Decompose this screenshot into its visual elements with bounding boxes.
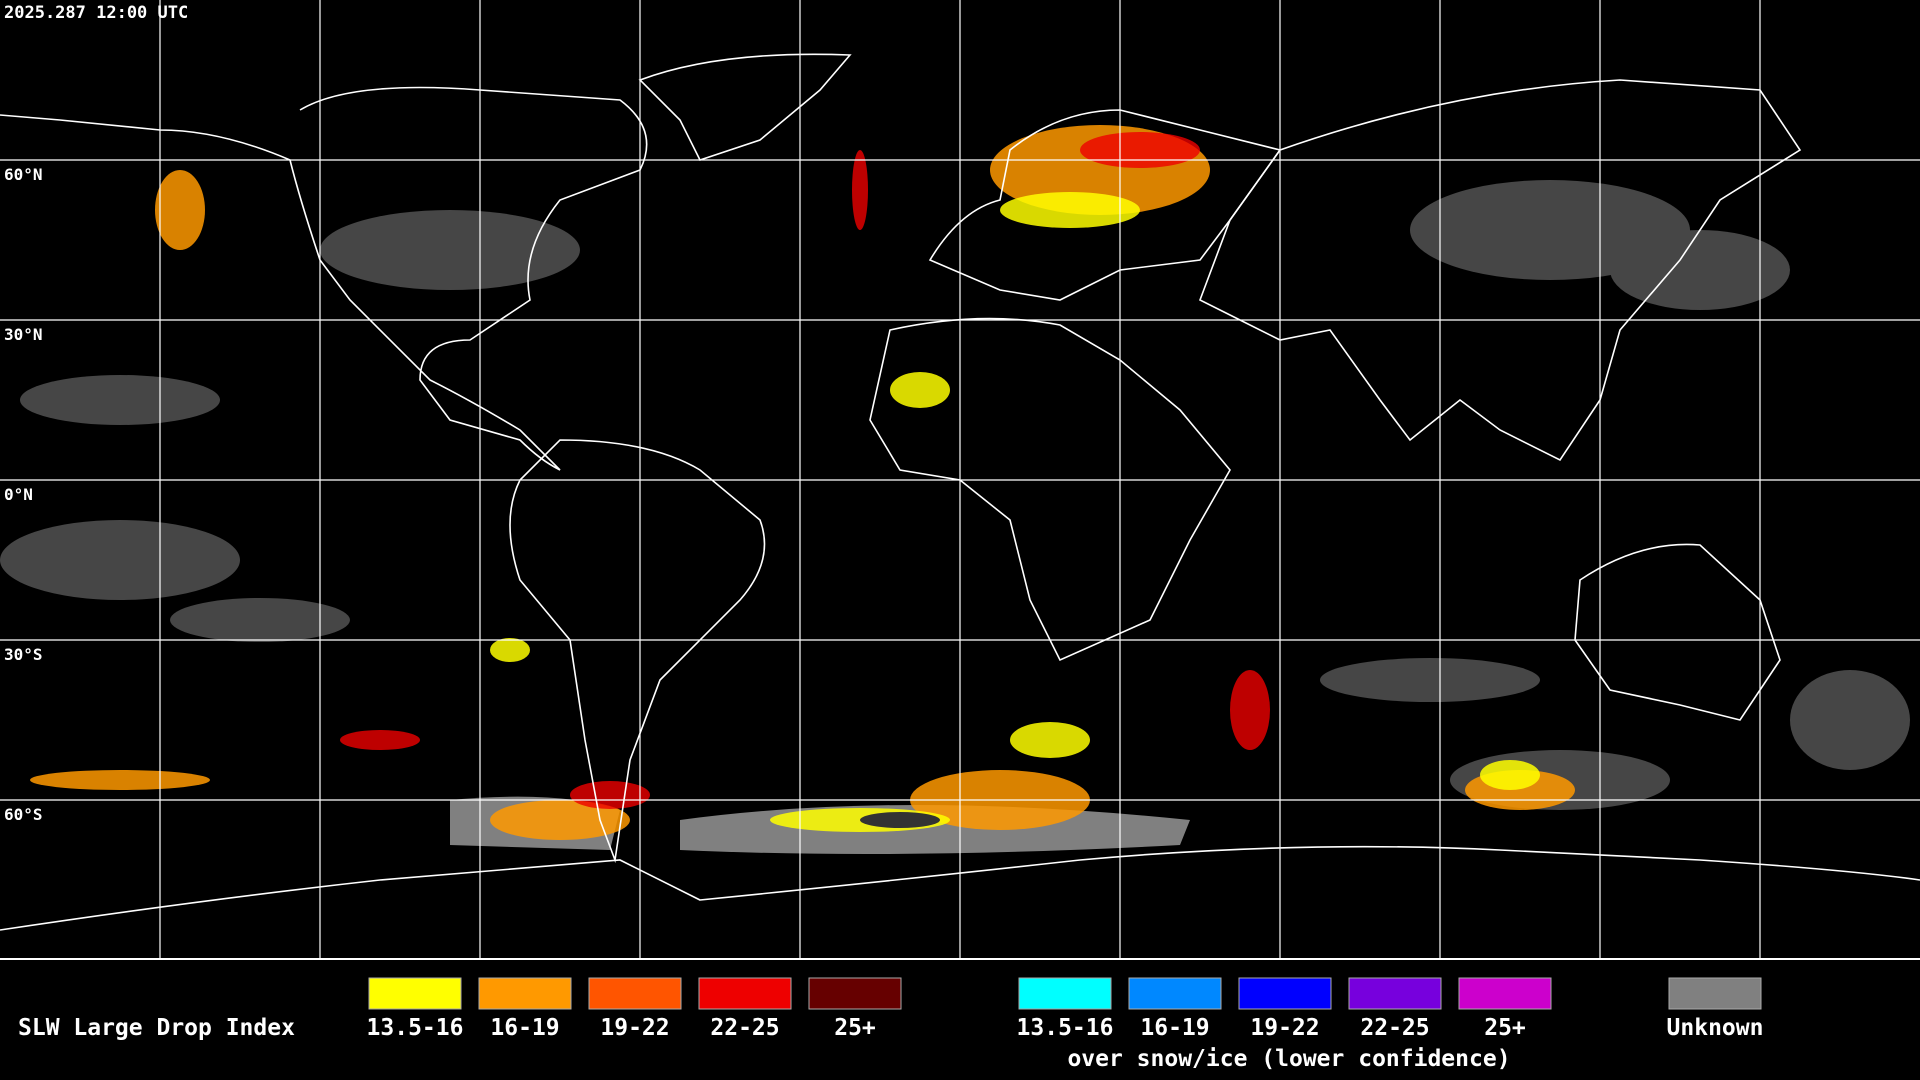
legend-label: 16-19 [1140, 1015, 1209, 1041]
lat-label: 60°S [4, 805, 43, 824]
legend-swatch [588, 977, 682, 1010]
legend-label: Unknown [1667, 1015, 1764, 1041]
legend-title: SLW Large Drop Index [18, 1015, 295, 1041]
legend-label: 25+ [834, 1015, 876, 1041]
cloud-field [0, 125, 1910, 854]
legend-note: over snow/ice (lower confidence) [1067, 1046, 1510, 1072]
legend-swatch [368, 977, 462, 1010]
legend-swatch [1458, 977, 1552, 1010]
lat-label: 60°N [4, 165, 43, 184]
legend-label: 25+ [1484, 1015, 1526, 1041]
legend-swatch [1348, 977, 1442, 1010]
legend-swatch [1128, 977, 1222, 1010]
lat-label: 0°N [4, 485, 33, 504]
coastlines [0, 53, 1920, 931]
lat-label: 30°S [4, 645, 43, 664]
legend-swatch [1668, 977, 1762, 1010]
legend-label: 19-22 [600, 1015, 669, 1041]
legend-label: 16-19 [490, 1015, 559, 1041]
legend-label: 22-25 [1360, 1015, 1429, 1041]
legend-label: 22-25 [710, 1015, 779, 1041]
legend-label: 13.5-16 [367, 1015, 464, 1041]
legend-swatch [1018, 977, 1112, 1010]
legend: 13.5-16 16-19 19-22 22-25 25+ 13.5-16 16-19 19-… [367, 977, 1764, 1041]
map-border [0, 958, 1920, 960]
legend-swatch [808, 977, 902, 1010]
graticule: 60°N 30°N 0°N 30°S 60°S [0, 0, 1920, 958]
legend-label: 19-22 [1250, 1015, 1319, 1041]
legend-label: 13.5-16 [1017, 1015, 1114, 1041]
legend-swatch [1238, 977, 1332, 1010]
lat-label: 30°N [4, 325, 43, 344]
legend-swatch [478, 977, 572, 1010]
timestamp: 2025.287 12:00 UTC [4, 3, 188, 23]
legend-swatch [698, 977, 792, 1010]
